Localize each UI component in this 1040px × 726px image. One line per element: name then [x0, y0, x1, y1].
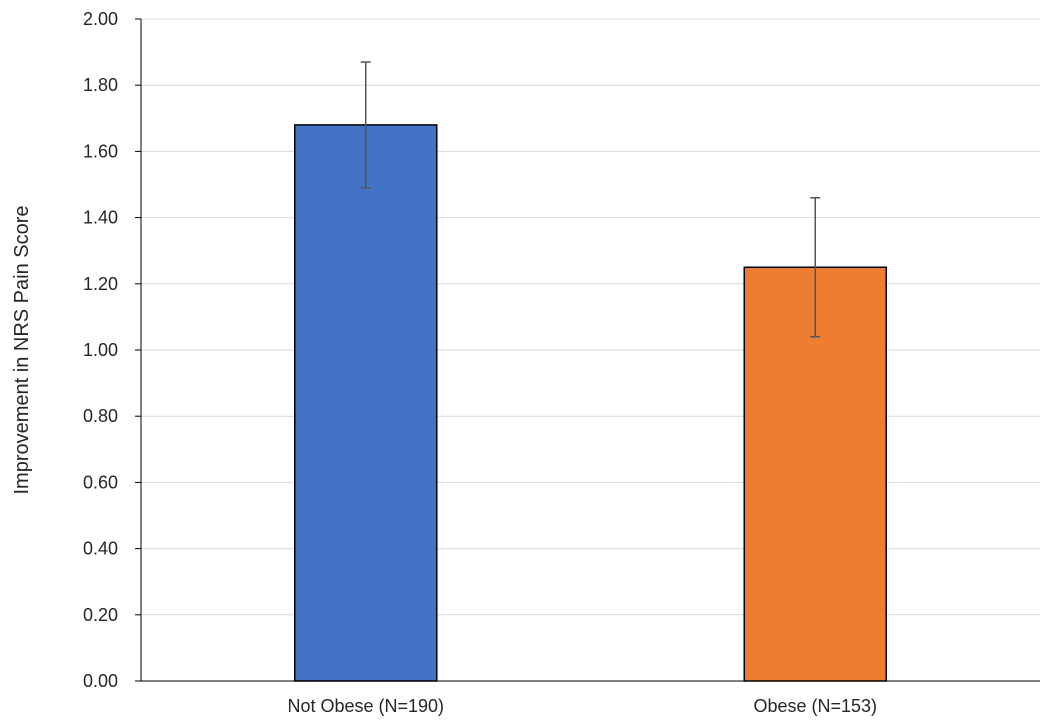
- y-tick-label: 0.00: [83, 671, 118, 691]
- y-tick-label: 1.80: [83, 75, 118, 95]
- y-tick-label: 1.40: [83, 208, 118, 228]
- error-bars: [360, 61, 821, 338]
- y-tick-label: 1.00: [83, 340, 118, 360]
- y-tick-label: 0.40: [83, 539, 118, 559]
- y-axis-title: Improvement in NRS Pain Score: [11, 205, 33, 494]
- bar: [294, 124, 438, 682]
- y-tick-label: 0.80: [83, 406, 118, 426]
- y-tick-label: 1.60: [83, 141, 118, 161]
- bars: [294, 124, 887, 682]
- x-category-label: Obese (N=153): [753, 696, 877, 716]
- gridlines: [141, 18, 1040, 616]
- y-tick-label: 0.60: [83, 472, 118, 492]
- y-tick-label: 2.00: [83, 9, 118, 29]
- x-axis-labels: Not Obese (N=190) Obese (N=153): [287, 696, 877, 716]
- bar: [743, 266, 887, 682]
- y-tick-label: 1.20: [83, 274, 118, 294]
- y-tick-label: 0.20: [83, 605, 118, 625]
- x-category-label: Not Obese (N=190): [287, 696, 444, 716]
- y-axis-ticks: 0.00 0.20 0.40 0.60 0.80 1.00 1.20 1.40 1.60 1.80…: [83, 9, 141, 691]
